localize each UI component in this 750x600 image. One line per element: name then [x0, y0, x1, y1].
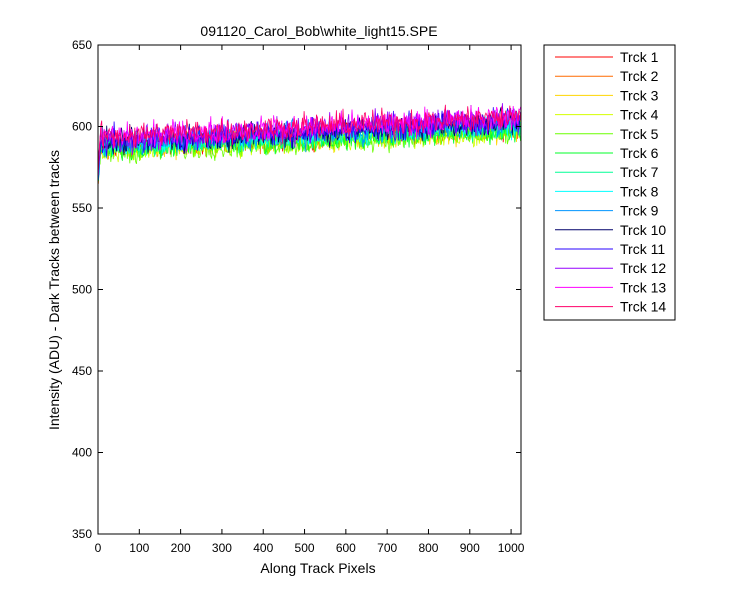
y-axis-label: Intensity (ADU) - Dark Tracks between tr… [46, 150, 62, 430]
x-axis-ticks: 0 100 200 300 400 500 600 700 800 900 1000 [95, 45, 525, 555]
legend-label: Trck 12 [620, 260, 666, 276]
x-tick-label: 700 [377, 541, 397, 555]
y-tick-label: 650 [72, 38, 92, 52]
x-tick-label: 0 [95, 541, 102, 555]
legend: Trck 1 Trck 2 Trck 3 Trck 4 Trck 5 Trck 6 Trck… [543, 44, 676, 321]
x-tick-label: 500 [295, 541, 315, 555]
series-line-14 [98, 104, 521, 170]
y-tick-label: 600 [72, 120, 92, 134]
legend-label: Trck 14 [620, 299, 666, 315]
x-tick-label: 200 [171, 541, 191, 555]
legend-label: Trck 7 [620, 164, 659, 180]
chart-title: 091120_Carol_Bob\white_light15.SPE [200, 23, 437, 39]
legend-label: Trck 6 [620, 145, 659, 161]
x-tick-label: 400 [253, 541, 273, 555]
x-tick-label: 900 [460, 541, 480, 555]
x-tick-label: 800 [418, 541, 438, 555]
legend-label: Trck 9 [620, 203, 659, 219]
legend-label: Trck 1 [620, 49, 659, 65]
legend-items: Trck 1 Trck 2 Trck 3 Trck 4 Trck 5 Trck 6 Trck… [555, 49, 666, 315]
legend-label: Trck 5 [620, 126, 659, 142]
legend-label: Trck 2 [620, 68, 659, 84]
legend-label: Trck 13 [620, 279, 666, 295]
y-tick-label: 550 [72, 201, 92, 215]
y-tick-label: 500 [72, 283, 92, 297]
x-tick-label: 100 [129, 541, 149, 555]
y-tick-label: 450 [72, 364, 92, 378]
y-tick-label: 400 [72, 446, 92, 460]
legend-box [543, 44, 676, 321]
y-axis-ticks: 350 400 450 500 550 600 650 [72, 38, 521, 541]
legend-label: Trck 8 [620, 183, 659, 199]
legend-label: Trck 10 [620, 222, 666, 238]
x-tick-label: 1000 [498, 541, 525, 555]
x-tick-label: 600 [336, 541, 356, 555]
legend-label: Trck 4 [620, 107, 659, 123]
legend-label: Trck 3 [620, 87, 659, 103]
x-tick-label: 300 [212, 541, 232, 555]
y-tick-label: 350 [72, 527, 92, 541]
x-axis-label: Along Track Pixels [260, 560, 375, 576]
legend-label: Trck 11 [620, 241, 665, 257]
plot-lines [98, 103, 521, 184]
